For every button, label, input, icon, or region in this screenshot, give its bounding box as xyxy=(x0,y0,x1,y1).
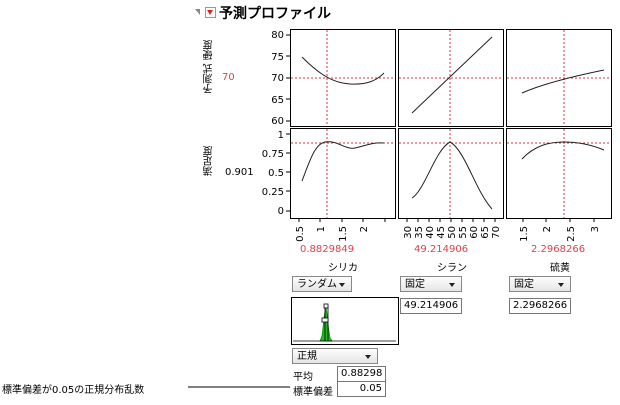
histogram-chart xyxy=(293,303,396,342)
curve-hardness-silica xyxy=(301,56,385,85)
dropdown-label: 正規 xyxy=(297,351,317,362)
y-tick: 0.25 xyxy=(262,187,284,198)
chevron-down-icon xyxy=(449,283,455,287)
y-tick: 0.5 xyxy=(268,168,284,179)
response-value-hardness: 70 xyxy=(222,72,235,83)
factor-name-silica: シリカ xyxy=(328,263,358,274)
handle-lower[interactable] xyxy=(321,317,329,323)
collapse-triangle-icon[interactable] xyxy=(195,9,200,15)
panel-title: 予測プロファイル xyxy=(219,6,331,22)
y-tick: 0.75 xyxy=(262,149,284,160)
factor-name-sulfur: 硫黄 xyxy=(550,263,570,274)
red-menu-icon[interactable] xyxy=(205,7,216,18)
chevron-down-icon xyxy=(339,283,345,287)
mean-field[interactable]: 0.88298 xyxy=(337,366,386,382)
y-tick: 65 xyxy=(271,95,284,106)
sulfur-value-field[interactable]: 2.2968266 xyxy=(509,298,571,314)
mean-label: 平均 xyxy=(293,372,313,383)
x-tick: 40 xyxy=(425,226,436,239)
y-tick: 1 xyxy=(278,130,284,141)
x-tick: 30 xyxy=(403,226,414,239)
x-tick: 1.5 xyxy=(519,226,530,242)
dropdown-label: 固定 xyxy=(405,279,425,290)
x-tick: 2 xyxy=(542,226,553,232)
handle-upper[interactable] xyxy=(323,303,329,309)
silica-mode-dropdown[interactable]: ランダム xyxy=(292,276,352,292)
x-tick: 70 xyxy=(491,226,502,239)
curve-desir-silane xyxy=(411,141,493,210)
factor-name-silane: シラン xyxy=(437,263,467,274)
chevron-down-icon xyxy=(365,355,371,359)
y-tick: 0 xyxy=(278,206,284,217)
sd-label: 標準偏差 xyxy=(293,387,333,398)
silane-mode-dropdown[interactable]: 固定 xyxy=(400,276,462,292)
y-tick: 75 xyxy=(271,52,284,63)
x-tick: 55 xyxy=(458,226,469,239)
y-tick: 70 xyxy=(271,73,284,84)
curve-desir-sulfur xyxy=(521,141,605,160)
factor-current-silica[interactable]: 0.8829849 xyxy=(300,244,355,255)
curve-desir-silica xyxy=(301,141,385,182)
distribution-type-dropdown[interactable]: 正規 xyxy=(292,348,378,364)
x-tick: 1 xyxy=(316,226,327,232)
x-tick: 2 xyxy=(359,226,370,232)
x-tick: 1.5 xyxy=(338,226,349,242)
dropdown-label: ランダム xyxy=(297,279,337,290)
response-value-desirability: 0.901 xyxy=(225,167,254,178)
x-tick: 50 xyxy=(447,226,458,239)
sd-field[interactable]: 0.05 xyxy=(337,381,386,397)
x-tick: 65 xyxy=(480,226,491,239)
dropdown-label: 固定 xyxy=(514,279,534,290)
y-tick: 80 xyxy=(271,30,284,41)
curve-hardness-silane xyxy=(411,36,493,114)
x-tick: 0.5 xyxy=(295,226,306,242)
distribution-preview[interactable] xyxy=(291,297,399,345)
x-tick: 3 xyxy=(590,226,601,232)
silane-value-field[interactable]: 49.214906 xyxy=(400,298,462,314)
factor-current-sulfur[interactable]: 2.2968266 xyxy=(531,244,586,255)
sulfur-mode-dropdown[interactable]: 固定 xyxy=(509,276,571,292)
chevron-down-icon xyxy=(558,283,564,287)
annotation-text: 標準偏差が0.05の正規分布乱数 xyxy=(2,385,145,396)
curve-hardness-sulfur xyxy=(521,69,605,94)
x-tick: 45 xyxy=(436,226,447,239)
x-tick: 2.5 xyxy=(566,226,577,242)
factor-current-silane[interactable]: 49.214906 xyxy=(414,244,469,255)
y-tick: 60 xyxy=(271,116,284,127)
x-tick: 35 xyxy=(414,226,425,239)
x-tick: 60 xyxy=(469,226,480,239)
